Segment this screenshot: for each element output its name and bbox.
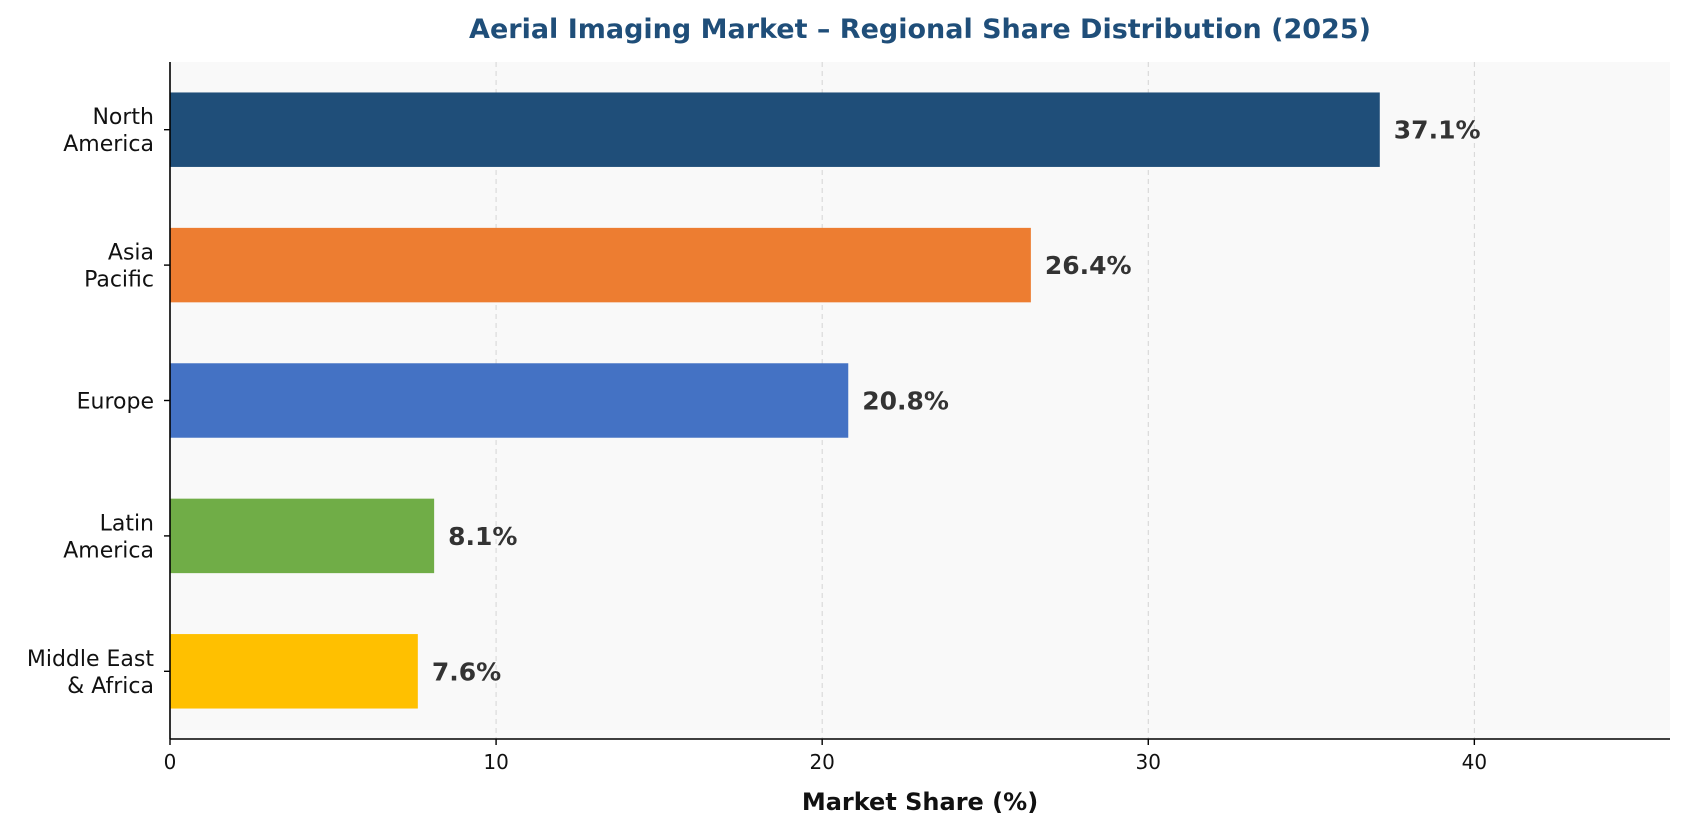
data-label: 37.1% bbox=[1394, 116, 1481, 145]
category-label: Middle East bbox=[27, 647, 155, 672]
value-labels: 37.1% 26.4% 20.8% 8.1% 7.6% bbox=[432, 116, 1481, 687]
data-label: 8.1% bbox=[448, 522, 517, 551]
chart-title: Aerial Imaging Market – Regional Share D… bbox=[469, 14, 1371, 45]
data-label: 20.8% bbox=[862, 387, 949, 416]
x-tick-label: 40 bbox=[1462, 750, 1487, 774]
category-label: & Africa bbox=[67, 674, 154, 699]
category-label: America bbox=[63, 538, 154, 563]
bar bbox=[170, 227, 1031, 303]
x-tick-label: 20 bbox=[809, 750, 834, 774]
bar bbox=[170, 498, 435, 574]
data-label: 26.4% bbox=[1045, 251, 1132, 280]
data-label: 7.6% bbox=[432, 657, 501, 686]
category-label: America bbox=[63, 132, 154, 157]
category-label: Asia bbox=[108, 241, 154, 266]
x-ticks: 0 10 20 30 40 bbox=[164, 739, 1487, 774]
bars bbox=[170, 92, 1380, 709]
category-labels: NorthAmericaAsiaPacificEuropeLatinAmeric… bbox=[27, 105, 170, 699]
x-axis-label: Market Share (%) bbox=[802, 788, 1038, 816]
bar bbox=[170, 363, 849, 438]
category-label: Pacific bbox=[84, 268, 154, 293]
category-label: Latin bbox=[100, 511, 154, 536]
category-label: Europe bbox=[77, 390, 154, 415]
x-tick-label: 10 bbox=[483, 750, 508, 774]
x-tick-label: 0 bbox=[164, 750, 177, 774]
bar bbox=[170, 92, 1380, 167]
x-tick-label: 30 bbox=[1136, 750, 1161, 774]
bar bbox=[170, 634, 418, 709]
category-label: North bbox=[92, 105, 154, 130]
grid-lines bbox=[495, 62, 1475, 739]
